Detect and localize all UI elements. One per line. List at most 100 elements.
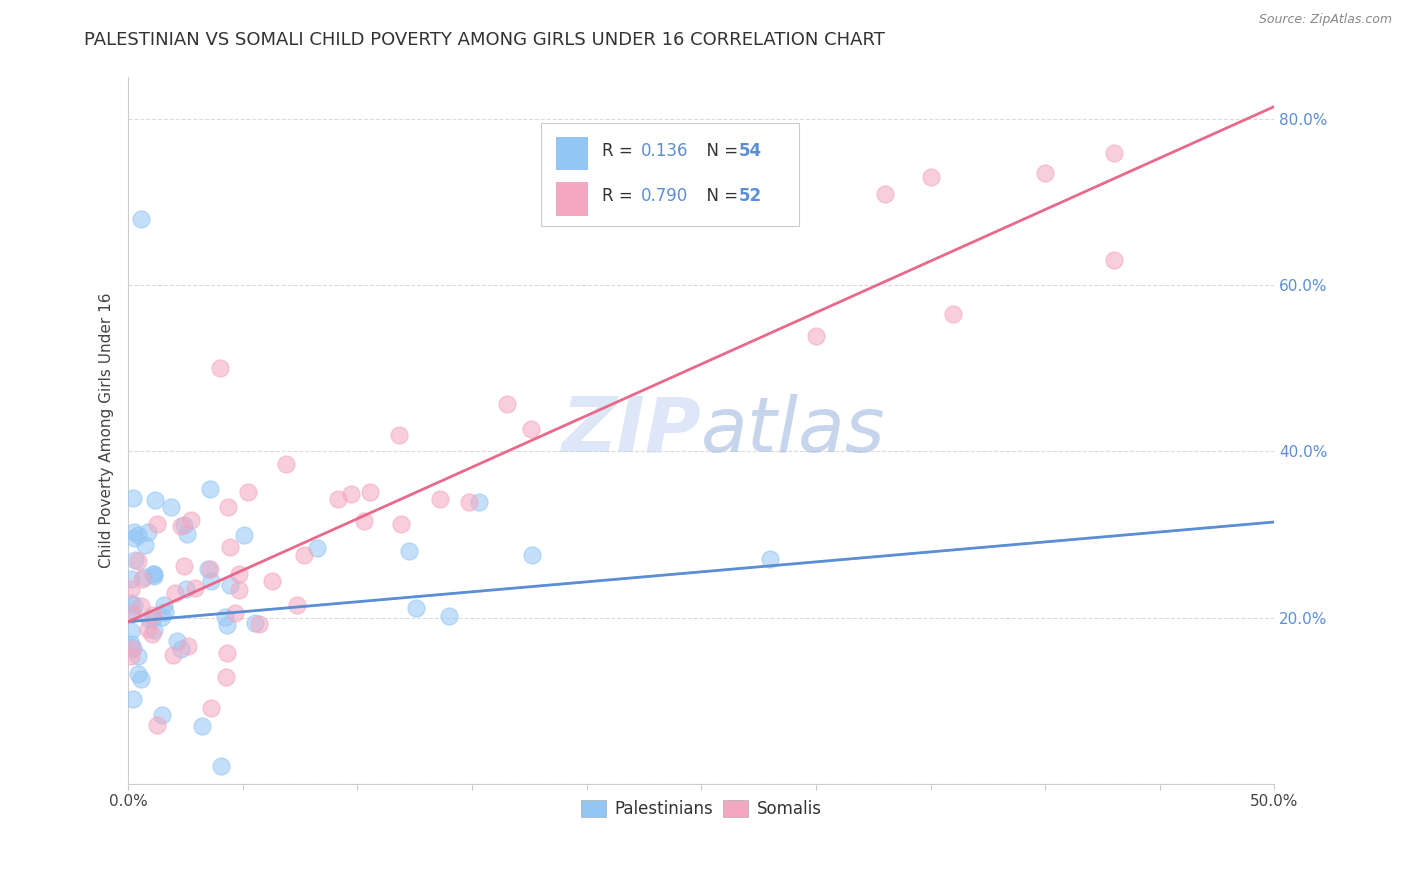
Text: N =: N = xyxy=(696,187,742,205)
Point xyxy=(170,642,193,657)
Point xyxy=(120,607,142,621)
Point xyxy=(177,640,200,654)
Point xyxy=(942,307,965,321)
Point xyxy=(120,637,142,651)
Point xyxy=(326,491,349,506)
Point xyxy=(142,611,165,625)
Point xyxy=(122,524,145,539)
Text: atlas: atlas xyxy=(702,393,886,467)
Point xyxy=(520,422,543,436)
Point xyxy=(129,599,152,613)
Point xyxy=(173,558,195,573)
Point xyxy=(129,672,152,686)
Point xyxy=(120,624,142,639)
Point xyxy=(138,612,160,626)
Point xyxy=(468,495,491,509)
Point xyxy=(153,598,176,612)
Point xyxy=(122,691,145,706)
Point xyxy=(143,493,166,508)
Point xyxy=(274,457,297,471)
Point xyxy=(190,719,212,733)
Point xyxy=(146,517,169,532)
Point xyxy=(162,648,184,662)
Point xyxy=(141,627,163,641)
Point xyxy=(496,397,519,411)
Point xyxy=(124,598,146,612)
Point xyxy=(127,666,149,681)
Point xyxy=(176,527,198,541)
Point xyxy=(247,616,270,631)
Point xyxy=(920,170,942,185)
Point xyxy=(219,541,242,555)
Point xyxy=(198,482,221,496)
Text: 54: 54 xyxy=(740,142,762,160)
Point xyxy=(522,548,544,562)
Point xyxy=(134,538,156,552)
Point xyxy=(131,572,153,586)
Point xyxy=(359,485,381,500)
Point xyxy=(228,566,250,581)
Y-axis label: Child Poverty Among Girls Under 16: Child Poverty Among Girls Under 16 xyxy=(100,293,114,568)
Point xyxy=(292,548,315,562)
Point xyxy=(224,606,246,620)
Point xyxy=(405,600,427,615)
Point xyxy=(142,567,165,582)
Point xyxy=(150,610,173,624)
FancyBboxPatch shape xyxy=(555,136,588,170)
Point xyxy=(200,574,222,589)
FancyBboxPatch shape xyxy=(541,123,799,226)
Point xyxy=(122,491,145,505)
Point xyxy=(389,517,412,532)
Point xyxy=(120,582,142,596)
Text: R =: R = xyxy=(602,187,637,205)
Text: ZIP: ZIP xyxy=(561,393,702,467)
Legend: Palestinians, Somalis: Palestinians, Somalis xyxy=(575,793,828,825)
Point xyxy=(245,615,267,630)
Text: 0.136: 0.136 xyxy=(641,142,688,160)
Point xyxy=(127,648,149,663)
Point xyxy=(804,328,827,343)
Point xyxy=(146,718,169,732)
Point xyxy=(129,211,152,226)
Text: Source: ZipAtlas.com: Source: ZipAtlas.com xyxy=(1258,13,1392,27)
Point xyxy=(122,532,145,546)
Point xyxy=(218,578,240,592)
Point xyxy=(121,642,143,657)
Point xyxy=(353,514,375,528)
Point xyxy=(122,641,145,656)
Point xyxy=(120,596,142,610)
Point xyxy=(173,518,195,533)
Point xyxy=(127,528,149,542)
Point xyxy=(228,583,250,598)
Point xyxy=(142,608,165,623)
Point xyxy=(236,484,259,499)
Point xyxy=(209,759,232,773)
Text: PALESTINIAN VS SOMALI CHILD POVERTY AMONG GIRLS UNDER 16 CORRELATION CHART: PALESTINIAN VS SOMALI CHILD POVERTY AMON… xyxy=(84,31,886,49)
Point xyxy=(150,707,173,722)
Point xyxy=(120,572,142,586)
Point xyxy=(398,544,420,558)
Point xyxy=(127,554,149,568)
Point xyxy=(166,634,188,648)
Point xyxy=(136,525,159,540)
Text: R =: R = xyxy=(602,142,637,160)
Point xyxy=(232,528,254,542)
Point xyxy=(159,500,181,514)
Point xyxy=(170,519,193,533)
Point xyxy=(165,586,187,600)
Point xyxy=(285,598,308,612)
Point xyxy=(200,700,222,714)
Point xyxy=(437,609,460,624)
Point xyxy=(143,567,166,582)
Point xyxy=(132,570,155,584)
Point xyxy=(387,427,409,442)
Point xyxy=(215,670,238,684)
Point xyxy=(214,610,236,624)
Point xyxy=(184,581,207,595)
Point xyxy=(120,648,142,663)
Point xyxy=(1102,253,1125,268)
Text: N =: N = xyxy=(696,142,742,160)
Point xyxy=(136,622,159,636)
Point xyxy=(305,541,328,556)
Point xyxy=(174,582,197,597)
